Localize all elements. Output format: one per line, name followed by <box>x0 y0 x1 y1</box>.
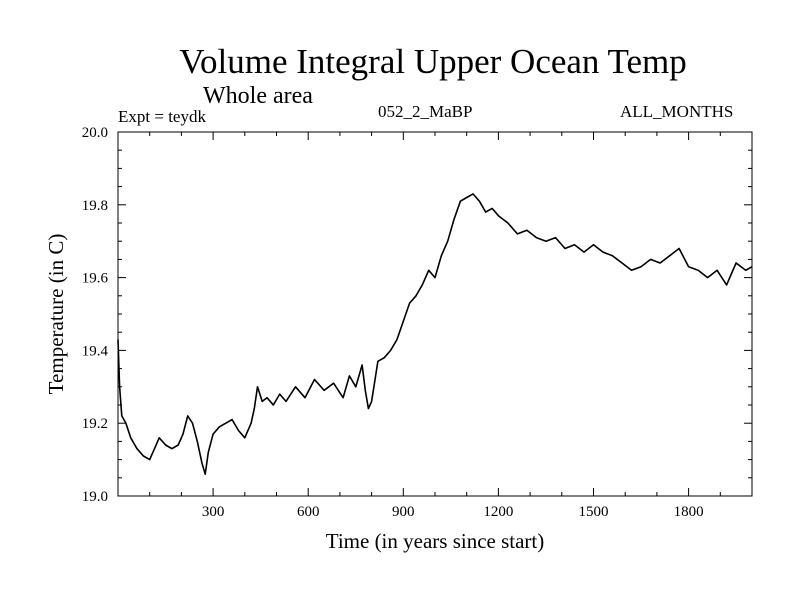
chart-subtitle: Whole area <box>203 83 313 109</box>
y-axis-label: Temperature (in C) <box>44 234 68 395</box>
y-tick-label: 19.4 <box>82 343 109 359</box>
x-axis-label: Time (in years since start) <box>326 529 545 553</box>
y-tick-label: 19.8 <box>82 198 108 214</box>
x-tick-label: 1500 <box>579 504 609 520</box>
series-line-teydk <box>117 193 753 475</box>
y-tick-label: 19.0 <box>82 489 108 505</box>
months-label: ALL_MONTHS <box>620 102 734 121</box>
axis-tick-labels: 300 600 900 1200 1500 1800 19.0 19.2 19.4 19.6 19.… <box>82 125 704 520</box>
chart-title: Volume Integral Upper Ocean Temp <box>179 42 687 81</box>
axis-ticks <box>118 131 752 497</box>
y-tick-label: 19.6 <box>82 271 109 287</box>
x-tick-label: 900 <box>392 504 415 520</box>
x-tick-label: 300 <box>202 504 225 520</box>
y-tick-label: 19.2 <box>82 416 108 432</box>
run-label: 052_2_MaBP <box>378 102 473 121</box>
y-tick-label: 20.0 <box>82 125 108 141</box>
x-tick-label: 1200 <box>483 504 513 520</box>
plot-frame <box>117 131 753 497</box>
experiment-label: Expt = teydk <box>118 107 206 126</box>
x-tick-label: 1800 <box>674 504 704 520</box>
x-tick-label: 600 <box>297 504 320 520</box>
